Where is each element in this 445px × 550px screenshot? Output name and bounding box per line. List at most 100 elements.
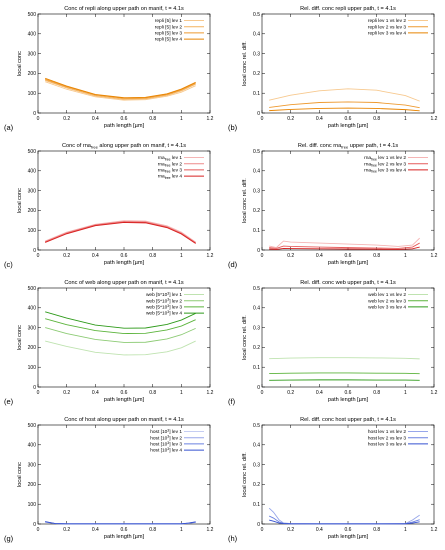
x-tick-label: 0.4 <box>92 390 99 396</box>
series-line-1 <box>45 340 196 356</box>
series-line-2 <box>269 372 420 375</box>
x-axis-label: path length [µm] <box>104 397 145 403</box>
y-axis-label: local conc rel. diff. <box>242 315 248 360</box>
legend-label: web lev 3 vs lev 4 <box>368 305 406 311</box>
x-tick-label: 0.4 <box>92 527 99 533</box>
y-tick-label: 200 <box>28 208 37 214</box>
x-tick-label: 0.8 <box>373 390 380 396</box>
x-tick-label: 0.4 <box>316 116 323 122</box>
x-tick-label: 0.2 <box>287 527 294 533</box>
x-tick-label: 0.4 <box>316 253 323 259</box>
x-tick-label: 0.6 <box>121 390 128 396</box>
plot-frame <box>261 287 435 388</box>
legend-label: host [103] lev 3 <box>150 441 182 448</box>
y-tick-label: 0.1 <box>253 365 260 371</box>
x-axis-label: path length [µm] <box>328 123 369 129</box>
legend-label: web lev 2 vs lev 3 <box>368 298 406 304</box>
x-axis-label: path length [µm] <box>328 397 369 403</box>
x-tick-label: 0.2 <box>63 253 70 259</box>
series-line-1 <box>269 88 420 102</box>
x-tick-label: 0.6 <box>121 527 128 533</box>
y-tick-label: 0 <box>257 111 260 117</box>
x-axis-label: path length [µm] <box>104 260 145 266</box>
y-tick-label: 400 <box>28 443 37 449</box>
y-tick-label: 0 <box>257 385 260 391</box>
x-tick-label: 1 <box>180 253 183 259</box>
x-tick-label: 0.8 <box>149 253 156 259</box>
legend-label: rnafree lev 3 vs lev 4 <box>364 168 406 174</box>
series-line-2 <box>45 327 196 343</box>
x-axis-label: path length [µm] <box>328 260 369 266</box>
y-tick-label: 500 <box>28 149 37 155</box>
x-axis-label: path length [µm] <box>328 534 369 540</box>
panel-label: (d) <box>228 260 238 269</box>
x-tick-label: 0.8 <box>149 116 156 122</box>
series-line-1 <box>44 220 196 243</box>
x-tick-label: 0.4 <box>92 253 99 259</box>
y-tick-label: 0.2 <box>253 71 260 77</box>
chart-title: Conc of repli along upper path on manif,… <box>64 6 184 12</box>
plot-frame <box>37 424 211 525</box>
legend-label: repli [5] lev 2 <box>155 24 183 30</box>
y-tick-label: 200 <box>28 345 37 351</box>
series-line-4 <box>45 311 196 329</box>
legend-label: rnafree lev 3 <box>158 168 183 174</box>
x-tick-label: 1.2 <box>431 116 438 122</box>
y-axis-label: local conc rel. diff. <box>242 452 248 497</box>
y-tick-label: 0.1 <box>253 502 260 508</box>
y-axis-label: local conc <box>17 51 23 76</box>
x-tick-label: 0 <box>37 253 40 259</box>
y-tick-label: 100 <box>28 91 37 97</box>
y-tick-label: 400 <box>28 32 37 38</box>
y-tick-label: 0 <box>33 248 36 254</box>
y-tick-label: 0.5 <box>253 423 260 429</box>
y-tick-label: 0.4 <box>253 169 260 175</box>
series-line-2 <box>45 79 196 100</box>
series-line-3 <box>45 318 196 334</box>
y-tick-label: 0.5 <box>253 12 260 18</box>
y-tick-label: 0.4 <box>253 443 260 449</box>
x-tick-label: 1 <box>404 527 407 533</box>
y-tick-label: 0 <box>257 248 260 254</box>
series-line-3 <box>45 78 196 99</box>
x-tick-label: 0.8 <box>149 527 156 533</box>
x-tick-label: 0.8 <box>373 253 380 259</box>
x-tick-label: 0 <box>37 116 40 122</box>
legend-label: web [5*103] lev 4 <box>146 310 182 317</box>
y-tick-label: 0.2 <box>253 345 260 351</box>
x-tick-label: 1.2 <box>207 390 214 396</box>
y-tick-label: 400 <box>28 306 37 312</box>
series-line-3 <box>269 246 420 250</box>
chart-title: Rel. diff. conc web upper path, t = 4.1s <box>300 280 396 286</box>
y-tick-label: 100 <box>28 502 37 508</box>
y-tick-label: 0.5 <box>253 286 260 292</box>
x-tick-label: 0.4 <box>316 527 323 533</box>
plot-frame <box>37 287 211 388</box>
x-tick-label: 0.8 <box>373 116 380 122</box>
x-tick-label: 0 <box>261 253 264 259</box>
x-tick-label: 0.2 <box>287 116 294 122</box>
y-tick-label: 100 <box>28 365 37 371</box>
x-tick-label: 1.2 <box>207 253 214 259</box>
y-axis-label: local conc rel. diff. <box>242 178 248 223</box>
chart-d: Rel. diff. conc rnafree upper path, t = … <box>228 143 438 269</box>
legend-label: web [5*103] lev 2 <box>146 298 182 305</box>
y-tick-label: 300 <box>28 462 37 468</box>
x-tick-label: 1.2 <box>207 116 214 122</box>
legend-label: web lev 1 vs lev 2 <box>368 292 406 298</box>
y-tick-label: 0 <box>33 522 36 528</box>
x-tick-label: 0.2 <box>63 527 70 533</box>
series-line-1 <box>269 357 420 360</box>
x-tick-label: 0.4 <box>92 116 99 122</box>
legend-label: rnafree lev 1 vs lev 2 <box>364 155 406 161</box>
chart-title: Conc of rnafree along upper path on mani… <box>62 143 186 150</box>
y-tick-label: 300 <box>28 188 37 194</box>
x-tick-label: 0 <box>37 527 40 533</box>
x-tick-label: 0.2 <box>63 390 70 396</box>
chart-a: Conc of repli along upper path on manif,… <box>4 6 214 132</box>
panel-label: (h) <box>228 534 238 543</box>
legend-label: repli [5] lev 1 <box>155 18 183 24</box>
y-tick-label: 200 <box>28 482 37 488</box>
chart-f: Rel. diff. conc web upper path, t = 4.1s… <box>228 280 438 406</box>
